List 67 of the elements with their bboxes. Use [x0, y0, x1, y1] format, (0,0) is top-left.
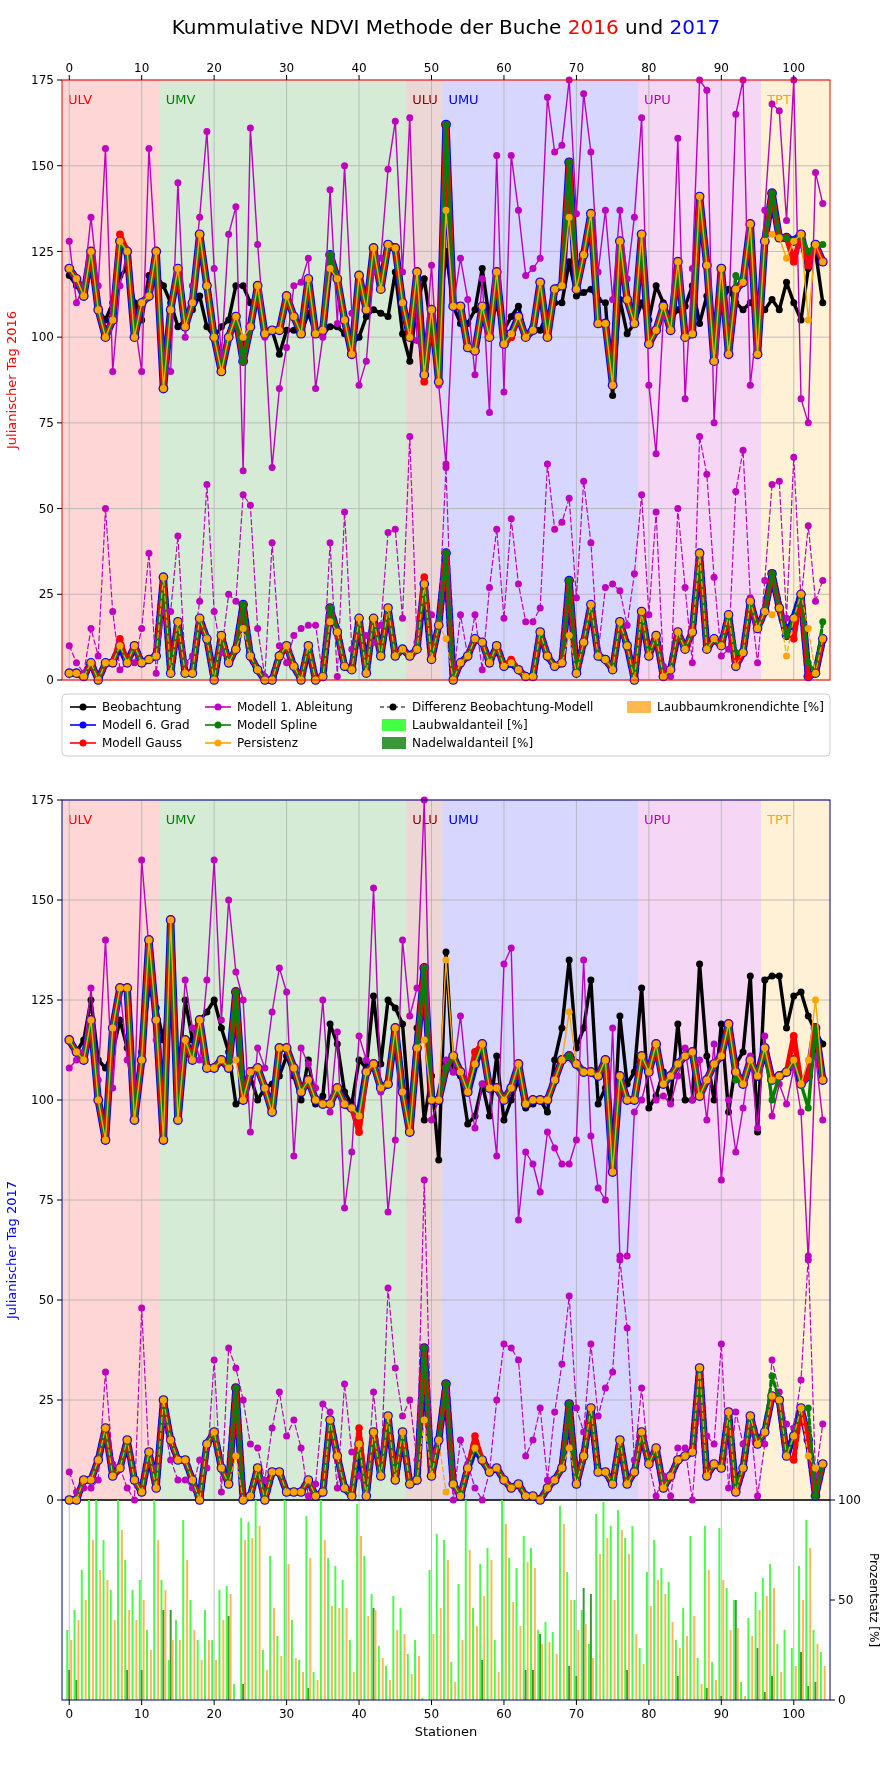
band-label: UMV: [165, 812, 196, 827]
x-tick-label: 10: [134, 1707, 150, 1721]
x-tick-label: 70: [568, 61, 585, 75]
x-axis-title: Stationen: [414, 1724, 478, 1739]
y2-tick-label: 0: [838, 1693, 846, 1708]
chart-title: Kummulative NDVI Methode der Buche 2016 und 2017: [171, 15, 721, 39]
y2-tick-label: 50: [838, 1593, 854, 1608]
x-tick-label: 60: [496, 1707, 512, 1721]
y-tick-label: 125: [31, 993, 54, 1008]
y-tick-label: 75: [38, 416, 54, 431]
y-tick-label: 0: [46, 1493, 54, 1508]
legend-label: Persistenz: [237, 736, 298, 751]
band-label: UMU: [448, 812, 479, 827]
x-tick-label: 20: [206, 61, 222, 75]
legend-label: Modell Gauss: [102, 736, 182, 751]
y-tick-label: 25: [38, 587, 54, 602]
y2-axis-title: Prozentsatz [%]: [867, 1552, 881, 1648]
band-label: UMU: [448, 92, 479, 107]
text: Differenz Beobachtung-Modell: [412, 700, 594, 715]
y-tick-label: 100: [31, 1093, 54, 1108]
y-axis-title: Julianischer Tag 2017: [4, 1181, 19, 1320]
y-tick-label: 150: [31, 893, 54, 908]
y-tick-label: 175: [31, 793, 54, 808]
x-tick-label: 0: [65, 61, 74, 75]
legend-label: Nadelwaldanteil [%]: [412, 736, 534, 751]
legend-label: Modell 1. Ableitung: [237, 700, 353, 715]
band-label: ULV: [68, 92, 93, 107]
band-label: UMV: [165, 92, 196, 107]
y2-tick-label: 100: [838, 1493, 861, 1508]
x-tick-label: 70: [568, 1707, 585, 1721]
y-tick-label: 0: [46, 673, 54, 688]
x-tick-label: 90: [713, 1707, 729, 1721]
x-tick-label: 60: [496, 61, 512, 75]
band-label: ULU: [412, 92, 438, 107]
x-tick-label: 80: [641, 1707, 657, 1721]
band-label: TPT: [766, 92, 791, 107]
x-tick-label: 30: [278, 1707, 295, 1721]
band-label: UPU: [644, 92, 671, 107]
y-tick-label: 75: [38, 1193, 54, 1208]
legend-label: Laubwaldanteil [%]: [412, 718, 528, 733]
band-label: UPU: [644, 812, 671, 827]
x-tick-label: 100: [782, 1707, 806, 1721]
y-tick-label: 25: [38, 1393, 54, 1408]
legend-label: Laubbaumkronendichte [%]: [657, 700, 824, 715]
legend-label: Beobachtung: [102, 700, 182, 715]
y-axis-title: Julianischer Tag 2016: [4, 311, 19, 450]
band-label: TPT: [766, 812, 791, 827]
x-tick-label: 50: [423, 1707, 440, 1721]
band-label: ULV: [68, 812, 93, 827]
legend-label: Modell Spline: [237, 718, 318, 733]
x-tick-label: 40: [351, 61, 367, 75]
legend-label: Modell 6. Grad: [102, 718, 190, 733]
x-tick-label: 40: [351, 1707, 367, 1721]
y-tick-label: 50: [38, 1293, 54, 1308]
y-tick-label: 100: [31, 330, 54, 345]
x-tick-label: 50: [423, 61, 440, 75]
x-tick-label: 100: [782, 61, 806, 75]
y-tick-label: 175: [31, 73, 54, 88]
x-tick-label: 10: [134, 61, 150, 75]
y-tick-label: 125: [31, 244, 54, 259]
y-tick-label: 50: [38, 501, 54, 516]
y-tick-label: 150: [31, 158, 54, 173]
x-tick-label: 30: [278, 61, 295, 75]
x-tick-label: 80: [641, 61, 657, 75]
x-tick-label: 90: [713, 61, 729, 75]
x-tick-label: 0: [65, 1707, 74, 1721]
x-tick-label: 20: [206, 1707, 222, 1721]
